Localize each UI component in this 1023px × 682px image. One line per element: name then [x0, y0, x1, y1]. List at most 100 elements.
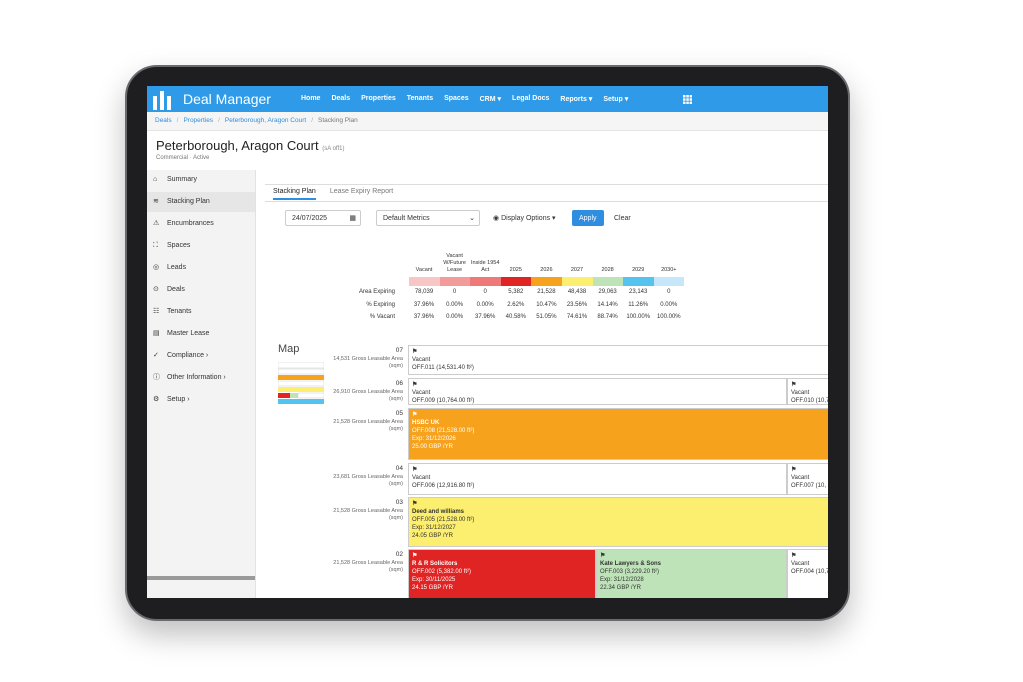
sidebar-icon: ≋: [153, 198, 159, 205]
sidebar-icon: ⓘ: [153, 374, 160, 381]
color-swatch: [592, 277, 624, 286]
display-options[interactable]: ◉ Display Options ▾: [493, 215, 556, 222]
breadcrumb-item[interactable]: Properties: [183, 117, 214, 124]
nav-item[interactable]: Properties: [361, 95, 396, 102]
floor-area: 21,528 Gross Leasable Area (sqm): [333, 419, 403, 432]
tab[interactable]: Stacking Plan: [273, 188, 316, 200]
tabs: Stacking Plan Lease Expiry Report: [273, 188, 393, 200]
apps-icon[interactable]: [683, 95, 692, 104]
sidebar-label: Encumbrances: [167, 220, 214, 227]
nav-item[interactable]: CRM: [480, 95, 501, 103]
unit[interactable]: ⚑ Vacant OFF.006 (12,916.80 ft²): [408, 463, 787, 495]
brand: Deal Manager: [183, 91, 271, 107]
map-title: Map: [278, 343, 300, 355]
apply-button[interactable]: Apply: [572, 210, 604, 226]
metrics-select[interactable]: Default Metrics ⌄: [376, 210, 480, 226]
unit-icons: ⚑: [791, 553, 797, 559]
cell: 29,063: [598, 289, 617, 295]
row-label: % Vacant: [369, 314, 395, 320]
breadcrumb: Deals / Properties / Peterborough, Aragon Co…: [147, 112, 828, 131]
sidebar-item[interactable]: ◎ Leads: [147, 258, 255, 278]
nav-item[interactable]: Setup: [603, 95, 628, 103]
tab[interactable]: Lease Expiry Report: [329, 188, 394, 195]
unit-tenant: Kate Lawyers & Sons: [600, 561, 662, 567]
scrollbar: [147, 576, 255, 580]
tabs-line: [265, 184, 828, 185]
nav-item[interactable]: Deals: [331, 95, 351, 102]
sidebar-item[interactable]: ⌂ Summary: [147, 170, 255, 190]
sidebar-item[interactable]: ⚠ Encumbrances: [147, 214, 255, 234]
unit-tenant: HSBC UK: [412, 420, 440, 426]
metrics: Default Metrics: [383, 215, 430, 222]
floor-area: 26,910 Gross Leasable Area (sqm): [333, 389, 403, 402]
cell: 88.74%: [597, 314, 618, 320]
cell: 100.00%: [656, 314, 681, 320]
cell: 0.00%: [446, 301, 464, 308]
sidebar-item[interactable]: ⛶ Spaces: [147, 236, 255, 256]
cell: 78,039: [414, 289, 434, 295]
cell: 100.00%: [626, 314, 651, 320]
unit-expiry: Exp: 31/12/2026: [412, 436, 456, 442]
sidebar-item[interactable]: ▤ Master Lease: [147, 324, 255, 344]
date-input[interactable]: 24/07/2025 ▦: [285, 210, 361, 226]
logo: [153, 91, 171, 110]
page-title: Peterborough, Aragon Court (sA off1): [156, 138, 344, 153]
unit[interactable]: ⚑ Deed and williams OFF.005 (21,528.00 ft²…: [408, 497, 828, 547]
nav-item[interactable]: Reports: [560, 95, 592, 103]
unit-icons: ⚑: [412, 467, 418, 473]
cell: 2.62%: [507, 301, 525, 308]
unit[interactable]: ⚑ Vacant OFF.004 (10,7: [787, 549, 828, 598]
sidebar-icon: ◎: [153, 264, 160, 271]
nav-item[interactable]: Tenants: [406, 95, 434, 102]
sidebar-item[interactable]: ≋ Stacking Plan: [147, 192, 255, 212]
column-header: Vacant W/Future Lease: [443, 253, 466, 273]
breadcrumb-item[interactable]: Deals: [155, 117, 172, 124]
sidebar-item[interactable]: ✓ Compliance: [147, 346, 255, 366]
unit[interactable]: ⚑ Vacant OFF.007 (10,: [787, 463, 828, 495]
floor-level: 03: [395, 499, 403, 506]
unit-rent: 25.00 GBP /YR: [412, 444, 453, 450]
separator: /: [311, 117, 313, 124]
floor-level: 04: [395, 465, 403, 472]
nav-item[interactable]: Legal Docs: [512, 95, 550, 102]
floor-area: 21,528 Gross Leasable Area (sqm): [333, 508, 403, 521]
cell: 0: [667, 289, 671, 295]
tabs-underline: [265, 201, 828, 202]
unit-icons: ⚑: [600, 553, 606, 559]
sidebar-item[interactable]: ☷ Tenants: [147, 302, 255, 322]
cell: 51.05%: [536, 314, 557, 320]
color-swatch: [531, 277, 562, 286]
sidebar-icon: ⛶: [153, 242, 158, 249]
unit[interactable]: ⚑ Vacant OFF.010 (10,7: [787, 378, 828, 405]
sidebar-item[interactable]: ⓘ Other Information: [147, 368, 255, 388]
cell: 5,382: [508, 289, 524, 295]
sidebar-icon: ✓: [153, 352, 159, 359]
sidebar-icon: ☷: [153, 308, 160, 315]
unit[interactable]: ⚑ Vacant OFF.009 (10,764.00 ft²): [408, 378, 787, 405]
sidebar-icon: ⚙: [153, 396, 160, 403]
column-header: 2026: [540, 267, 553, 273]
unit[interactable]: ⚑ R & R Solicitors OFF.002 (5,382.00 ft²) E…: [408, 549, 596, 598]
unit-icons: ⚑: [412, 501, 418, 507]
nav-item[interactable]: Spaces: [444, 95, 469, 102]
navbar: Deal Manager Home Deals Properties Tenants S…: [147, 86, 828, 112]
unit[interactable]: ⚑ HSBC UK OFF.008 (21,528.00 ft²) Exp: 31/1…: [408, 408, 828, 460]
sidebar-item[interactable]: ⚙ Setup: [147, 390, 255, 410]
sidebar-item[interactable]: ⊙ Deals: [147, 280, 255, 300]
unit-space: OFF.011 (14,531.40 ft²): [412, 365, 474, 371]
unit-space: OFF.007 (10,: [791, 483, 827, 489]
nav-item[interactable]: Home: [301, 95, 321, 102]
unit[interactable]: ⚑ Kate Lawyers & Sons OFF.003 (3,229.20 ft…: [596, 549, 787, 598]
sidebar-label: Master Lease: [167, 330, 210, 337]
color-swatch: [562, 277, 593, 286]
clear-button[interactable]: Clear: [607, 210, 638, 226]
subtitle: Commercial · Active: [156, 155, 210, 161]
cell: 74.61%: [566, 314, 588, 320]
column-header: Vacant: [415, 267, 433, 273]
unit[interactable]: ⚑ Vacant OFF.011 (14,531.40 ft²): [408, 345, 828, 375]
breadcrumb-item[interactable]: Peterborough, Aragon Court: [224, 117, 307, 124]
separator: /: [218, 117, 220, 124]
unit-space: OFF.003 (3,229.20 ft²): [600, 569, 660, 575]
sidebar-label: Other Information: [167, 368, 226, 388]
column-header: 2028: [601, 267, 614, 273]
